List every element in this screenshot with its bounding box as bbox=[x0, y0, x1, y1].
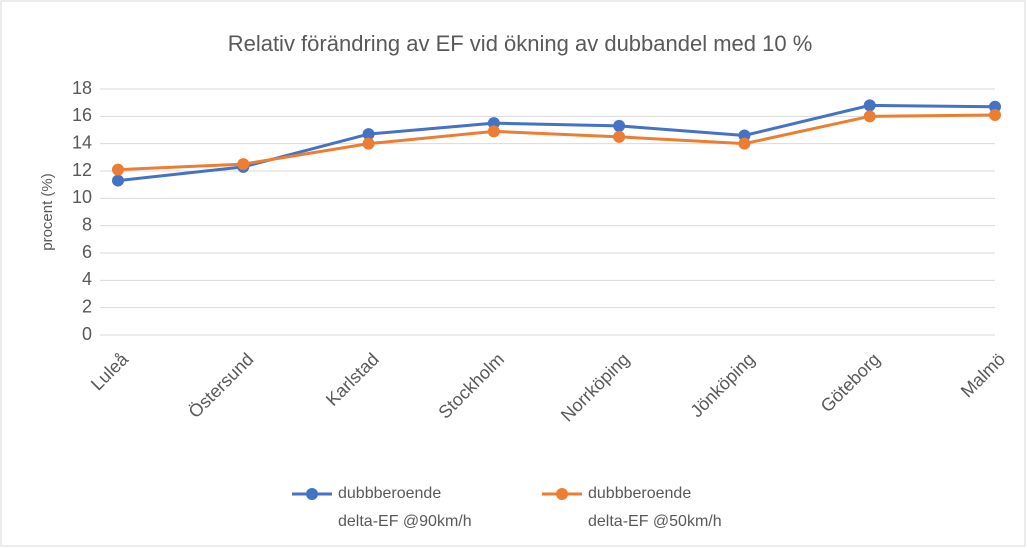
data-point bbox=[487, 125, 500, 138]
data-point bbox=[863, 110, 876, 123]
data-point bbox=[989, 108, 1001, 121]
legend-label-line: delta-EF @90km/h bbox=[338, 513, 472, 530]
legend-label-line: dubbberoende bbox=[588, 485, 691, 502]
data-point bbox=[863, 99, 876, 112]
data-point bbox=[989, 100, 1001, 113]
data-point bbox=[362, 137, 375, 150]
legend-marker bbox=[306, 488, 318, 500]
data-point bbox=[237, 158, 250, 171]
legend-label: dubbberoende delta-EF @50km/h bbox=[588, 485, 722, 530]
y-tick-label: 10 bbox=[72, 187, 92, 207]
data-point bbox=[112, 163, 124, 176]
y-tick-label: 16 bbox=[72, 105, 92, 125]
y-tick-label: 12 bbox=[72, 160, 92, 180]
chart-title: Relativ förändring av EF vid ökning av d… bbox=[228, 31, 813, 56]
y-tick-label: 2 bbox=[82, 296, 92, 316]
y-tick-label: 14 bbox=[72, 132, 92, 152]
data-point bbox=[738, 137, 751, 150]
data-point bbox=[487, 117, 500, 130]
data-point bbox=[112, 174, 124, 187]
y-tick-label: 0 bbox=[82, 324, 92, 344]
series-line bbox=[117, 113, 996, 172]
legend-label-line: delta-EF @50km/h bbox=[588, 513, 722, 530]
data-point bbox=[362, 128, 375, 141]
y-axis-label: procent (%) bbox=[39, 173, 56, 251]
y-tick-label: 6 bbox=[82, 242, 92, 262]
y-tick-label: 18 bbox=[72, 78, 92, 98]
legend-label: dubbberoende delta-EF @90km/h bbox=[338, 485, 472, 530]
legend-marker bbox=[556, 488, 568, 500]
y-tick-label: 4 bbox=[82, 269, 92, 289]
data-point bbox=[613, 130, 626, 143]
legend-label-line: dubbberoende bbox=[338, 485, 441, 502]
data-point bbox=[738, 129, 751, 142]
y-tick-label: 8 bbox=[82, 214, 92, 234]
data-point bbox=[613, 119, 626, 132]
